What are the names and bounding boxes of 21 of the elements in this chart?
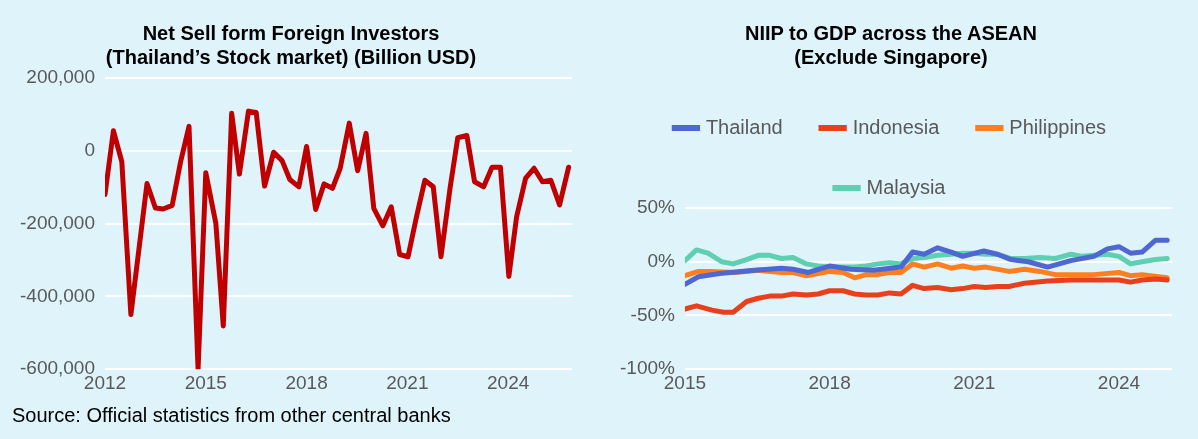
x-tick-label: 2024 xyxy=(487,371,530,393)
x-tick-label: 2024 xyxy=(1097,371,1141,393)
chart-title: NIIP to GDP across the ASEAN (Exclude Singapore) xyxy=(745,21,1037,68)
y-tick-label: 200,000 xyxy=(26,66,96,88)
source-note: Source: Official statistics from other central banks xyxy=(12,404,451,427)
x-tick-label: 2018 xyxy=(808,371,851,393)
legend-label: Indonesia xyxy=(852,115,941,138)
legend-label: Philippines xyxy=(1009,115,1107,138)
legend-label: Thailand xyxy=(705,115,783,138)
y-tick-label: 0% xyxy=(647,249,676,271)
y-tick-label: -200,000 xyxy=(19,211,96,233)
y-tick-label: -50% xyxy=(630,303,676,325)
x-tick-label: 2021 xyxy=(386,371,429,393)
chart-title: Net Sell form Foreign Investors (Thailand’s Stock market) (Billion USD) xyxy=(105,21,477,68)
y-tick-label: -400,000 xyxy=(19,284,96,306)
x-tick-label: 2018 xyxy=(285,371,328,393)
x-tick-label: 2021 xyxy=(953,371,996,393)
y-tick-label: 50% xyxy=(636,196,676,218)
x-tick-label: 2015 xyxy=(184,371,227,393)
y-tick-label: 0 xyxy=(84,139,96,161)
legend-label: Malaysia xyxy=(866,175,947,198)
